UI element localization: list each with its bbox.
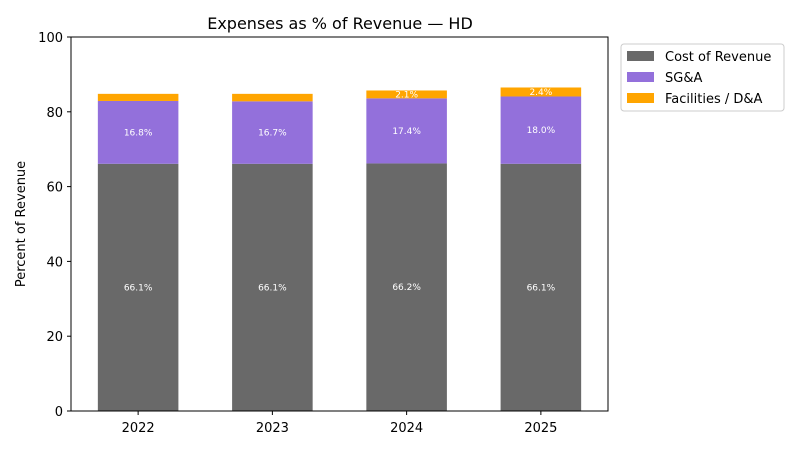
segment-label: 2.1% bbox=[395, 90, 418, 100]
bar-segment-cost-of-revenue-2025 bbox=[500, 163, 582, 411]
segment-label: 66.2% bbox=[392, 283, 421, 293]
y-tick-label: 100 bbox=[38, 31, 63, 46]
bar-segment-facilities-d-a-2025 bbox=[500, 87, 582, 97]
bar-segment-sg-a-2024 bbox=[366, 98, 447, 164]
y-tick-label: 80 bbox=[46, 106, 63, 121]
bar-segment-cost-of-revenue-2022 bbox=[97, 163, 179, 411]
segment-label: 16.8% bbox=[124, 128, 153, 138]
y-tick-label: 40 bbox=[46, 255, 63, 270]
y-tick-label: 20 bbox=[46, 330, 63, 345]
bar-segment-facilities-d-a-2024 bbox=[366, 90, 447, 99]
bar-segment-facilities-d-a-2023 bbox=[232, 93, 313, 102]
legend-label: Cost of Revenue bbox=[665, 50, 771, 65]
legend: Cost of Revenue SG&A Facilities / D&A bbox=[620, 43, 785, 112]
legend-swatch bbox=[627, 93, 654, 103]
x-tick-label: 2022 bbox=[122, 421, 155, 436]
bar-segment-sg-a-2023 bbox=[232, 101, 313, 164]
bars-layer bbox=[97, 87, 582, 411]
legend-swatch bbox=[627, 51, 654, 61]
y-tick-label: 60 bbox=[46, 181, 63, 196]
segment-labels-layer: 66.1% 16.8% 66.1% 16.7% 66.2% 17.4% 2.1% 66.1% 1… bbox=[124, 88, 556, 293]
plot-frame bbox=[70, 36, 609, 412]
segment-label: 66.1% bbox=[124, 283, 153, 293]
bar-segment-facilities-d-a-2022 bbox=[97, 93, 179, 101]
chart-title: Expenses as % of Revenue — HD bbox=[207, 14, 473, 33]
bar-segment-sg-a-2022 bbox=[97, 100, 179, 164]
legend-label: SG&A bbox=[665, 71, 702, 86]
legend-swatch bbox=[627, 72, 654, 82]
segment-label: 66.1% bbox=[258, 283, 287, 293]
segment-label: 16.7% bbox=[258, 129, 287, 139]
segment-label: 17.4% bbox=[392, 127, 421, 137]
legend-label: Facilities / D&A bbox=[665, 92, 763, 107]
x-tick-label: 2023 bbox=[256, 421, 289, 436]
x-tick-label: 2024 bbox=[390, 421, 423, 436]
segment-label: 66.1% bbox=[527, 283, 556, 293]
segment-label: 2.4% bbox=[529, 88, 552, 98]
x-tick-label: 2025 bbox=[524, 421, 557, 436]
axes-layer: 2022 2023 2024 2025 0 20 40 60 80 100 bbox=[38, 31, 609, 436]
segment-label: 18.0% bbox=[527, 126, 556, 136]
bar-segment-cost-of-revenue-2023 bbox=[232, 163, 313, 411]
legend-box bbox=[620, 43, 785, 112]
y-axis-title: Percent of Revenue bbox=[14, 161, 29, 287]
y-tick-label: 0 bbox=[55, 405, 63, 420]
bar-segment-sg-a-2025 bbox=[500, 96, 582, 164]
bar-segment-cost-of-revenue-2024 bbox=[366, 163, 447, 411]
